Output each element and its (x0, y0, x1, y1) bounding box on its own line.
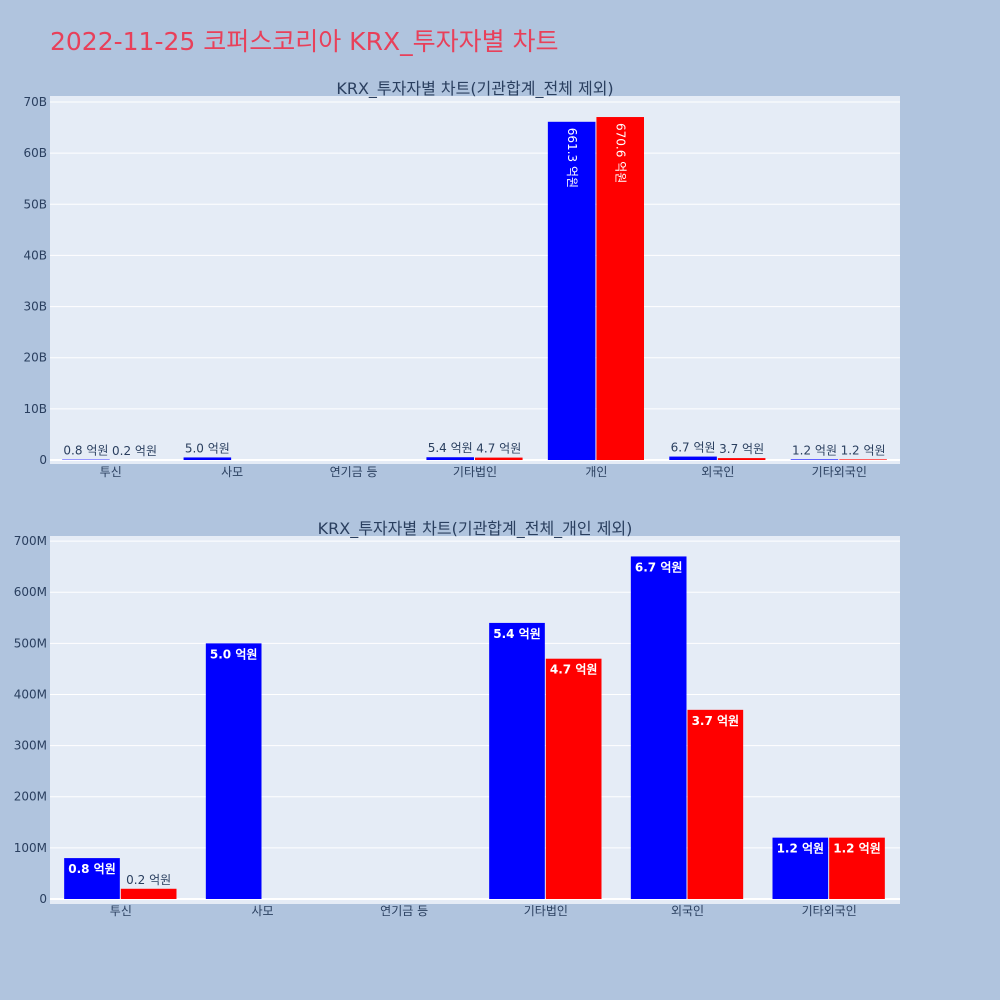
data-label: 4.7 억원 (476, 442, 521, 456)
data-label: 670.6 억원 (614, 123, 628, 183)
chart-title: KRX_투자자별 차트(기관합계_전체_개인 제외) (318, 519, 633, 539)
data-label: 0.8 억원 (63, 444, 108, 458)
y-tick-label: 300M (14, 739, 47, 753)
sell-bar (475, 457, 523, 460)
x-tick-label: 투신 (110, 904, 132, 918)
page-title: 2022-11-25 코퍼스코리아 KRX_투자자별 차트 (50, 27, 559, 56)
y-tick-label: 200M (14, 790, 47, 804)
buy-bar (183, 457, 232, 460)
x-tick-label: 연기금 등 (330, 465, 378, 479)
data-label: 6.7 억원 (635, 560, 683, 574)
x-tick-label: 사모 (221, 465, 243, 479)
y-tick-label: 700M (14, 534, 47, 548)
data-label: 3.7 억원 (719, 442, 764, 456)
data-label: 4.7 억원 (550, 663, 598, 677)
data-label: 0.2 억원 (126, 873, 171, 887)
y-tick-label: 60B (23, 146, 47, 160)
x-tick-label: 투신 (100, 465, 122, 479)
sell-bar (687, 709, 744, 899)
buy-bar (205, 643, 262, 899)
y-tick-label: 30B (23, 300, 47, 314)
x-tick-label: 기타법인 (453, 465, 497, 479)
y-tick-label: 40B (23, 248, 47, 262)
data-label: 5.0 억원 (185, 441, 230, 455)
buy-bar (630, 556, 687, 899)
buy-bar (489, 622, 545, 899)
x-tick-label: 개인 (585, 465, 607, 479)
buy-bar (426, 457, 474, 460)
buy-bar (772, 837, 829, 899)
y-tick-label: 20B (23, 351, 47, 365)
data-label: 3.7 억원 (692, 714, 740, 728)
data-label: 1.2 억원 (833, 842, 881, 856)
data-label: 661.3 억원 (565, 128, 579, 188)
data-label: 1.2 억원 (777, 842, 825, 856)
data-label: 1.2 억원 (792, 443, 837, 457)
x-tick-label: 기타법인 (524, 904, 568, 918)
data-label: 5.4 억원 (493, 627, 541, 641)
buy-bar (669, 456, 717, 460)
y-tick-label: 500M (14, 636, 47, 650)
y-tick-label: 100M (14, 841, 47, 855)
x-tick-label: 외국인 (701, 465, 734, 479)
plot-area (50, 96, 900, 464)
sell-bar (839, 459, 887, 460)
data-label: 1.2 억원 (841, 443, 886, 457)
x-tick-label: 기타외국인 (812, 465, 867, 479)
buy-bar (547, 121, 596, 460)
sell-bar (717, 458, 766, 460)
y-tick-label: 400M (14, 687, 47, 701)
chart-bottom: 0 100M 200M 300M 400M 500M 600M 700M KRX_투자자별 차트… (14, 519, 900, 918)
data-label: 5.0 억원 (210, 647, 258, 661)
chart-title: KRX_투자자별 차트(기관합계_전체 제외) (336, 79, 613, 99)
sell-bar (545, 658, 602, 899)
sell-bar (120, 888, 177, 899)
data-label: 5.4 억원 (428, 441, 473, 455)
y-tick-label: 600M (14, 585, 47, 599)
data-label: 0.8 억원 (68, 862, 116, 876)
data-label: 6.7 억원 (671, 441, 716, 455)
x-tick-label: 사모 (251, 904, 273, 918)
sell-bar (596, 117, 644, 460)
y-tick-label: 0 (39, 892, 47, 906)
buy-bar (790, 459, 839, 460)
y-tick-label: 10B (23, 402, 47, 416)
buy-bar (64, 858, 120, 899)
chart-top: 0 10B 20B 30B 40B 50B 60B 70B KRX_투자자별 차트(기관합계_전… (23, 79, 900, 479)
x-tick-label: 외국인 (671, 904, 704, 918)
y-tick-label: 70B (23, 95, 47, 109)
data-label: 0.2 억원 (112, 444, 157, 458)
x-tick-label: 기타외국인 (802, 904, 857, 918)
y-tick-label: 50B (23, 197, 47, 211)
x-tick-label: 연기금 등 (380, 904, 428, 918)
plot-area (50, 536, 900, 904)
y-tick-label: 0 (39, 453, 47, 467)
sell-bar (829, 837, 885, 899)
